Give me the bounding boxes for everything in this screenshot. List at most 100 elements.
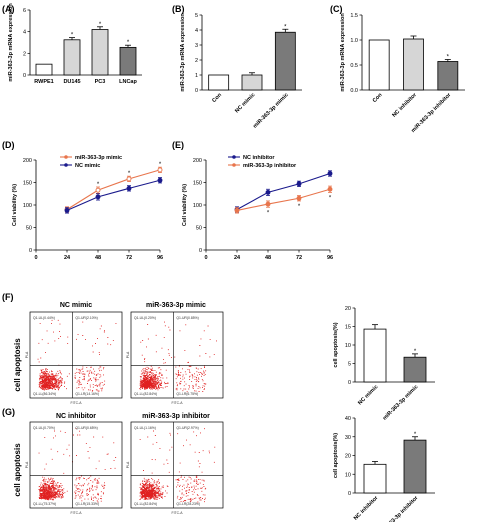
bar-chart-f: 0 5 10 15 20 cell apoptosis(%) NC mimic * miR-36… bbox=[333, 306, 435, 422]
flow-plot-f-left: Q1-UL(0.44%) Q1-UR(2.10%) Q1-LL(86.34%) Q1-… bbox=[25, 311, 123, 405]
panel-label-a: (A) bbox=[2, 4, 15, 14]
bar-chart-b: 0 1 2 3 4 5 miR-363-3p mRNA expression Con NC mi… bbox=[180, 13, 302, 130]
data-point bbox=[126, 185, 132, 191]
x-tick-label: 48 bbox=[95, 255, 101, 261]
y-tick-label: 10 bbox=[345, 472, 351, 478]
y-tick-label: 4 bbox=[23, 30, 26, 36]
y-axis-label: miR-363-3p mRNA expression bbox=[8, 3, 14, 82]
significance-star: * bbox=[414, 349, 417, 355]
flow-y-axis-label: PI-A bbox=[25, 461, 29, 468]
flow-x-axis-label: FITC-A bbox=[172, 401, 184, 405]
y-tick-label: 0 bbox=[29, 248, 32, 254]
y-tick-label: 4 bbox=[195, 28, 198, 34]
x-tick-label: 48 bbox=[265, 255, 271, 261]
bar bbox=[368, 39, 390, 91]
y-axis-label: Cell viability (%) bbox=[182, 184, 188, 226]
bar bbox=[35, 63, 53, 76]
quadrant-ll-label: Q1-LL(82.84%) bbox=[134, 502, 157, 506]
x-tick-label: 0 bbox=[204, 255, 207, 261]
y-tick-label: 1.0 bbox=[350, 38, 358, 44]
x-tick-label: 96 bbox=[157, 255, 163, 261]
significance-star: * bbox=[447, 55, 450, 61]
flow-y-axis-label: PI-A bbox=[25, 351, 29, 358]
x-tick-label: Con bbox=[372, 92, 384, 104]
bar-chart-g: 0 10 20 30 40 cell apoptosis(%) NC inhibitor * m… bbox=[333, 416, 435, 522]
quadrant-ll-label: Q1-LL(86.34%) bbox=[33, 392, 56, 396]
legend-marker bbox=[232, 155, 236, 159]
flow-plot-g-left: Q1-UL(0.70%) Q1-UR(0.65%) Q1-LL(75.37%) Q1-… bbox=[25, 421, 123, 515]
quadrant-ul-label: Q1-UL(1.16%) bbox=[134, 426, 156, 430]
y-tick-label: 20 bbox=[345, 306, 351, 312]
y-tick-label: 0 bbox=[199, 248, 202, 254]
quadrant-ur-label: Q1-UR(0.65%) bbox=[75, 426, 97, 430]
x-tick-label: 24 bbox=[234, 255, 241, 261]
legend-marker bbox=[64, 155, 68, 159]
flow-title-g-right: miR-363-3p inhibitor bbox=[142, 413, 210, 420]
flow-plot-g-right: Q1-UL(1.16%) Q1-UR(2.97%) Q1-LL(82.84%) Q1-… bbox=[126, 421, 224, 515]
quadrant-ul-label: Q1-UL(0.70%) bbox=[33, 426, 55, 430]
bar bbox=[208, 74, 230, 91]
quadrant-lr-label: Q1-LR(14.16%) bbox=[75, 392, 99, 396]
bar bbox=[403, 439, 427, 494]
y-tick-label: 200 bbox=[193, 158, 202, 164]
y-tick-label: 5 bbox=[348, 362, 351, 368]
data-point bbox=[327, 186, 333, 192]
data-point bbox=[95, 187, 101, 193]
y-tick-label: 0.0 bbox=[350, 88, 358, 94]
quadrant-ur-label: Q1-UR(0.85%) bbox=[176, 316, 198, 320]
flow-x-axis-label: FITC-A bbox=[172, 511, 184, 515]
data-point bbox=[327, 171, 333, 176]
significance-star: * bbox=[284, 24, 287, 30]
y-tick-label: 2 bbox=[195, 58, 198, 64]
quadrant-ul-label: Q1-UL(0.44%) bbox=[33, 316, 55, 320]
y-tick-label: 0 bbox=[195, 88, 198, 94]
bar bbox=[403, 38, 424, 91]
y-tick-label: 1.5 bbox=[350, 13, 358, 19]
bar bbox=[119, 46, 137, 76]
x-tick-label: DU145 bbox=[63, 79, 80, 85]
event-dots bbox=[139, 321, 217, 393]
quadrant-lr-label: Q1-LR(6.75%) bbox=[176, 392, 198, 396]
line-chart-e: 0 50 100 150 200 0 24 48 72 96 Cell viability (%) N… bbox=[182, 155, 333, 261]
panel-label-e: (E) bbox=[172, 140, 184, 150]
series-line bbox=[236, 172, 331, 210]
event-dots bbox=[38, 427, 117, 503]
series-line bbox=[66, 179, 161, 211]
legend-marker bbox=[232, 163, 236, 167]
y-tick-label: 5 bbox=[195, 13, 198, 19]
flow-title-f-right: miR-363-3p mimic bbox=[146, 302, 206, 309]
x-tick-label: miR-363-3p mimic bbox=[382, 384, 420, 422]
y-tick-label: 0.5 bbox=[350, 63, 358, 69]
flow-title-f-left: NC mimic bbox=[60, 302, 92, 309]
bar bbox=[437, 61, 459, 91]
x-tick-label: 72 bbox=[126, 255, 132, 261]
data-point bbox=[95, 194, 101, 200]
data-point bbox=[296, 181, 302, 187]
panel-label-g: (G) bbox=[2, 407, 15, 417]
bar bbox=[91, 29, 109, 76]
x-tick-label: PC3 bbox=[95, 79, 106, 85]
legend-marker bbox=[64, 163, 68, 167]
quadrant-lr-label: Q1-LR(15.33%) bbox=[75, 502, 99, 506]
bar bbox=[363, 463, 387, 494]
flow-plot-f-right: Q1-UL(0.20%) Q1-UR(0.85%) Q1-LL(82.84%) Q1-… bbox=[126, 311, 224, 405]
x-tick-label: RWPE1 bbox=[34, 79, 53, 85]
significance-star: * bbox=[71, 33, 74, 39]
significance-star: * bbox=[329, 195, 332, 201]
significance-star: * bbox=[414, 432, 417, 438]
data-point bbox=[296, 195, 302, 201]
x-tick-label: Con bbox=[211, 92, 223, 104]
bar bbox=[403, 356, 427, 383]
event-dots bbox=[139, 428, 216, 503]
significance-star: * bbox=[97, 182, 100, 188]
x-tick-label: 24 bbox=[64, 255, 71, 261]
y-tick-label: 6 bbox=[23, 8, 26, 14]
y-tick-label: 0 bbox=[23, 73, 26, 79]
bar bbox=[363, 328, 387, 383]
x-tick-label: NC inhibitor bbox=[353, 495, 380, 522]
panel-label-b: (B) bbox=[172, 4, 185, 14]
x-tick-label: 96 bbox=[327, 255, 333, 261]
y-tick-label: 3 bbox=[195, 43, 198, 49]
y-axis-label: Cell viability (%) bbox=[12, 184, 18, 226]
